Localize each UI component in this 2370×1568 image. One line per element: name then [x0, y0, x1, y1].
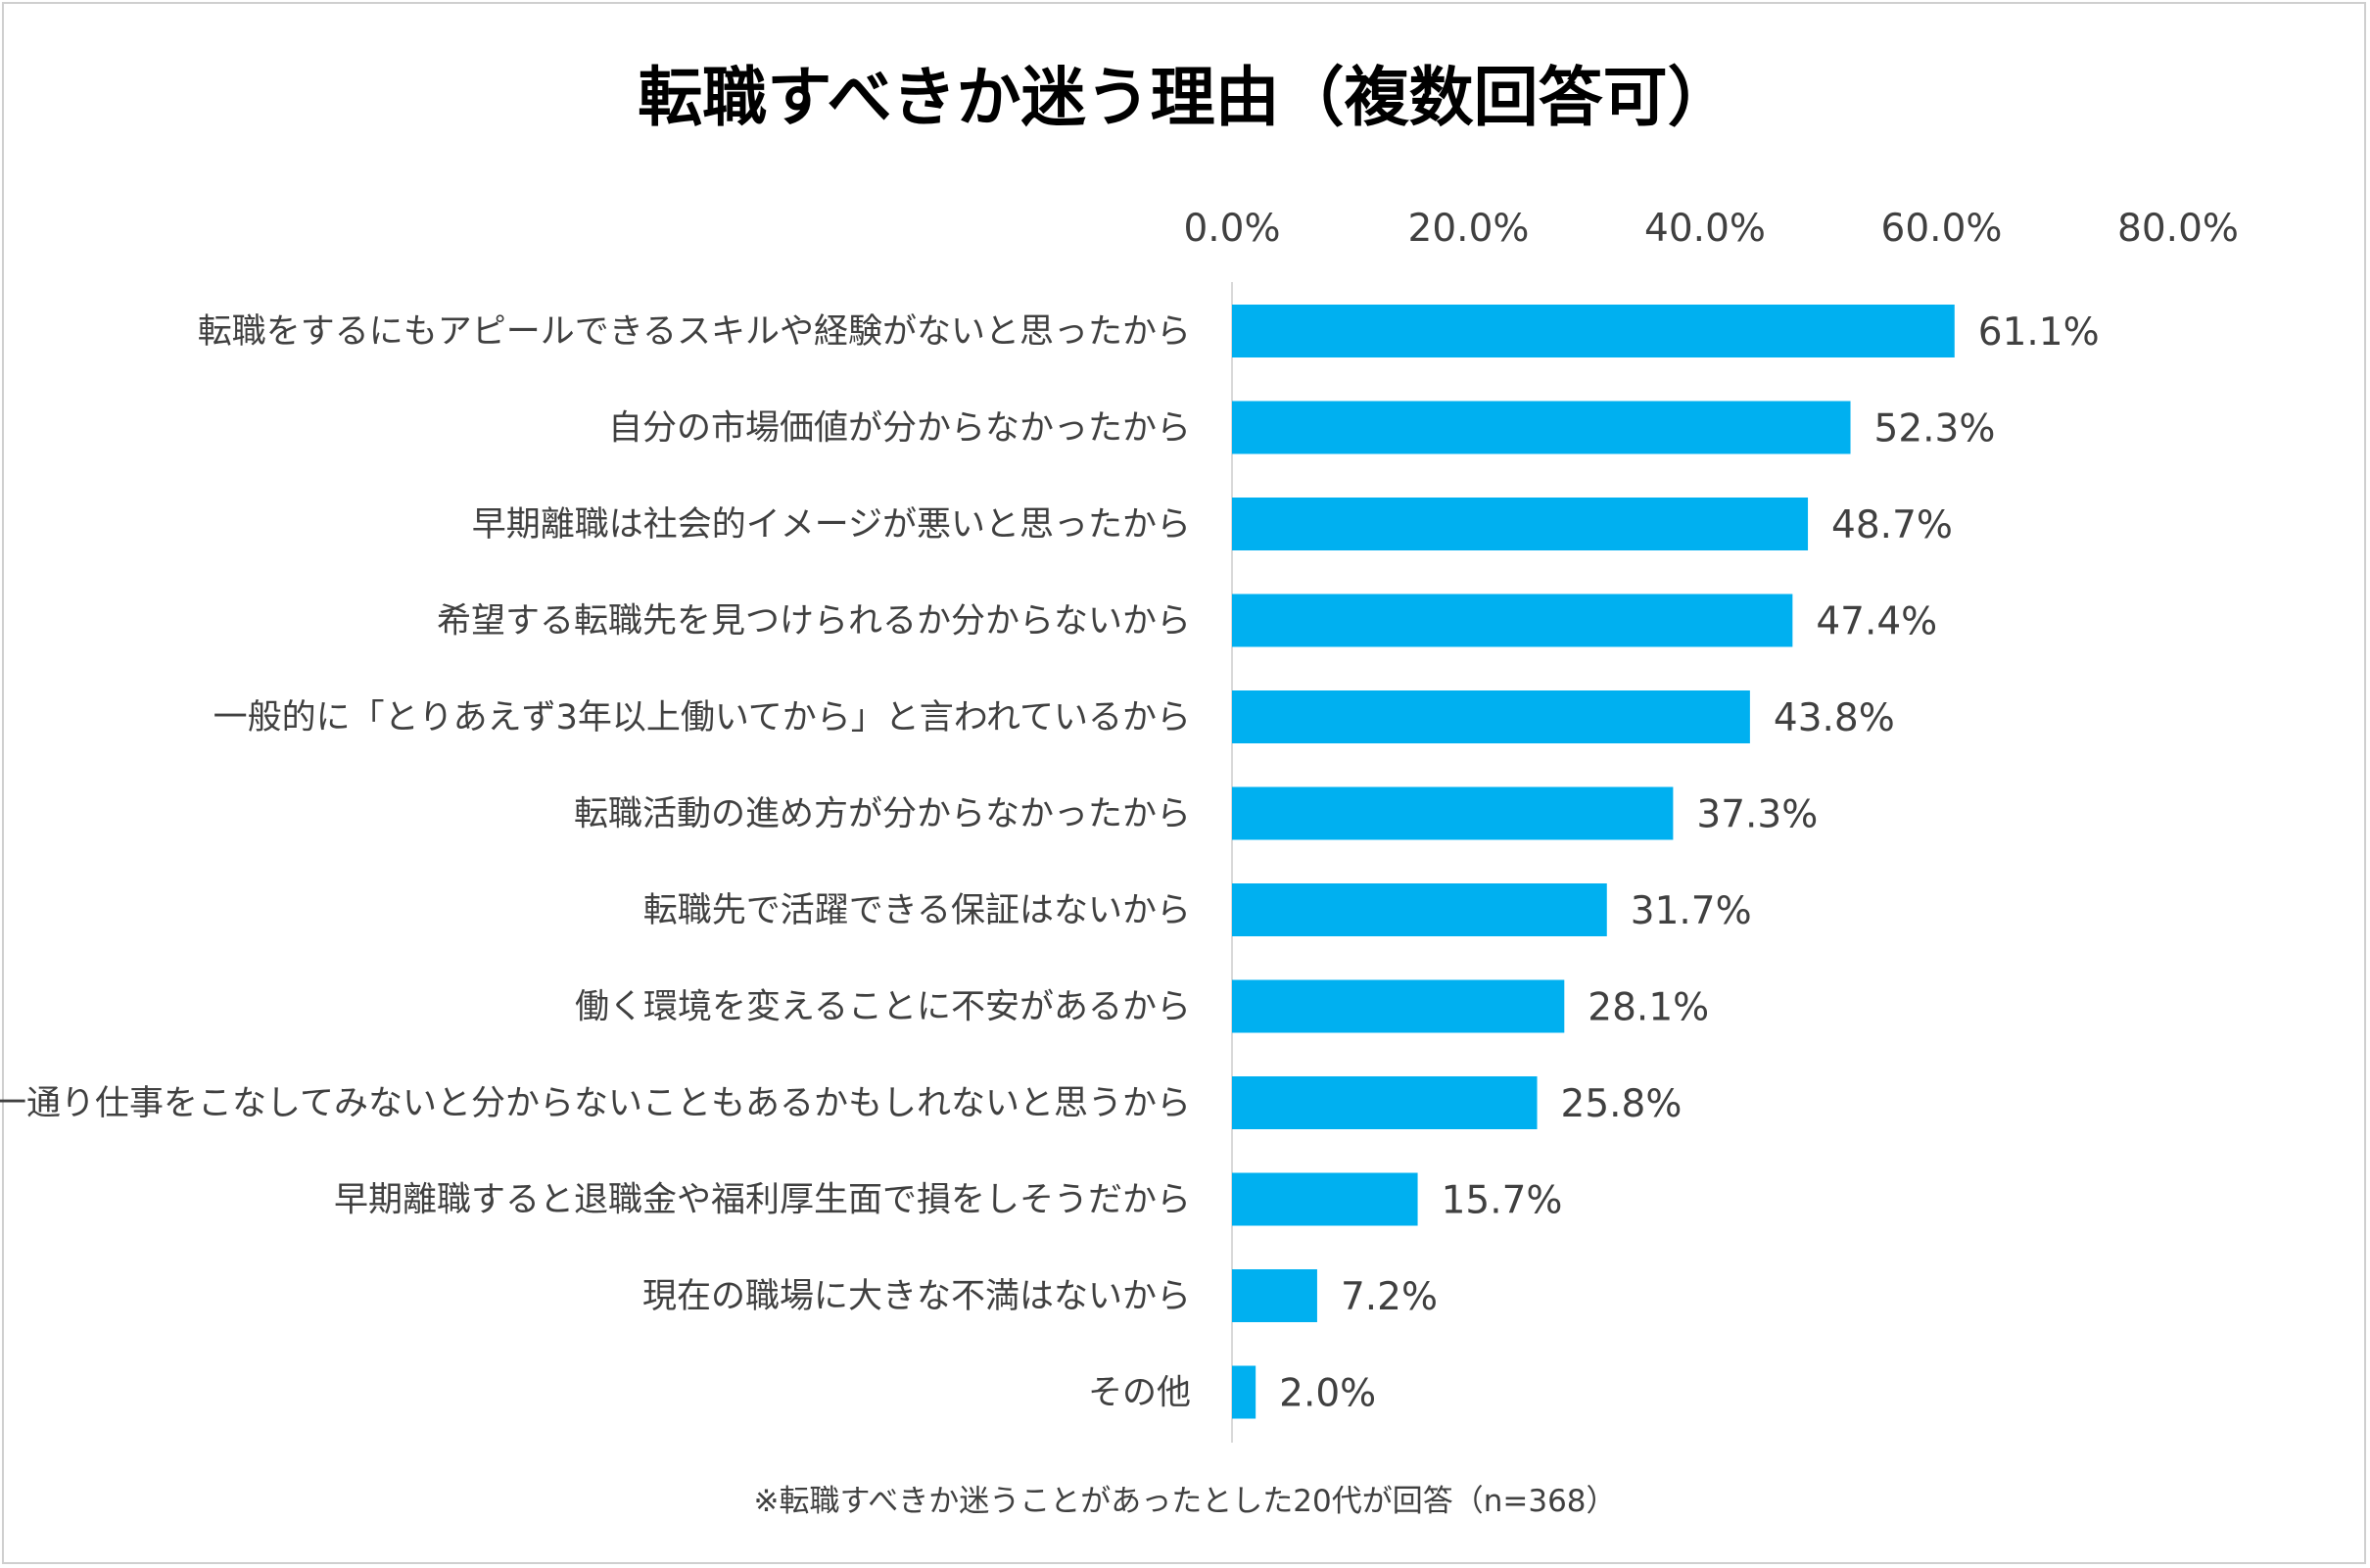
category-label: 転職先で活躍できる保証はないから [643, 891, 1191, 930]
data-labels: 61.1% 52.3% 48.7% 47.4% 43.8% 37.3% 31.7% 28.1%… [1279, 310, 2100, 1416]
bar [1232, 401, 1851, 454]
data-label: 37.3% [1696, 793, 1818, 837]
data-label: 48.7% [1831, 503, 1953, 547]
x-tick-label: 60.0% [1881, 207, 2003, 251]
category-label: 自分の市場価値が分からなかったから [608, 409, 1191, 449]
bar [1232, 305, 1955, 357]
data-label: 2.0% [1279, 1372, 1376, 1416]
data-label: 31.7% [1631, 889, 1752, 933]
category-label: 早期離職すると退職金や福利厚生面で損をしそうだから [334, 1181, 1191, 1220]
category-label: 転職活動の進め方が分からなかったから [574, 795, 1191, 834]
bar [1232, 498, 1809, 550]
data-label: 47.4% [1816, 600, 1937, 644]
bar [1232, 786, 1674, 840]
category-label: 働く環境を変えることに不安があるから [575, 988, 1191, 1027]
bar [1232, 1076, 1538, 1129]
bar [1232, 1269, 1317, 1322]
data-label: 52.3% [1874, 407, 1996, 451]
chart-title: 転職すべきか迷う理由（複数回答可） [638, 60, 1731, 135]
x-tick-label: 20.0% [1408, 207, 1530, 251]
category-label: 一般的に「とりあえず3年以上働いてから」と言われているから [213, 698, 1191, 737]
category-label: 一通り仕事をこなしてみないと分からないこともあるかもしれないと思うから [0, 1084, 1191, 1123]
bar [1232, 594, 1793, 647]
data-label: 61.1% [1978, 310, 2100, 355]
data-label: 15.7% [1442, 1179, 1563, 1223]
x-tick-label: 80.0% [2117, 207, 2239, 251]
category-label: その他 [1088, 1374, 1191, 1413]
data-label: 28.1% [1588, 986, 1709, 1030]
bar [1232, 1172, 1418, 1226]
x-tick-label: 0.0% [1183, 207, 1280, 251]
bar [1232, 979, 1565, 1033]
bar [1232, 883, 1607, 936]
bar [1232, 690, 1750, 743]
category-label: 現在の職場に大きな不満はないから [642, 1277, 1191, 1316]
category-labels: 転職をするにもアピールできるスキルや経験がないと思ったから自分の市場価値が分から… [0, 312, 1191, 1413]
category-label: 転職をするにもアピールできるスキルや経験がないと思ったから [198, 312, 1191, 352]
category-label: 早期離職は社会的イメージが悪いと思ったから [472, 505, 1191, 545]
x-tick-label: 40.0% [1644, 207, 1766, 251]
data-label: 43.8% [1774, 696, 1895, 740]
footnote: ※転職すべきか迷うことがあったとした20代が回答（n=368） [753, 1484, 1616, 1519]
x-axis-ticks: 0.0% 20.0% 40.0% 60.0% 80.0% [1183, 207, 2239, 251]
category-label: 希望する転職先を見つけられるか分からないから [437, 602, 1191, 641]
bar [1232, 1365, 1256, 1419]
data-label: 25.8% [1561, 1082, 1683, 1126]
bars [1232, 305, 1955, 1419]
data-label: 7.2% [1341, 1275, 1438, 1319]
